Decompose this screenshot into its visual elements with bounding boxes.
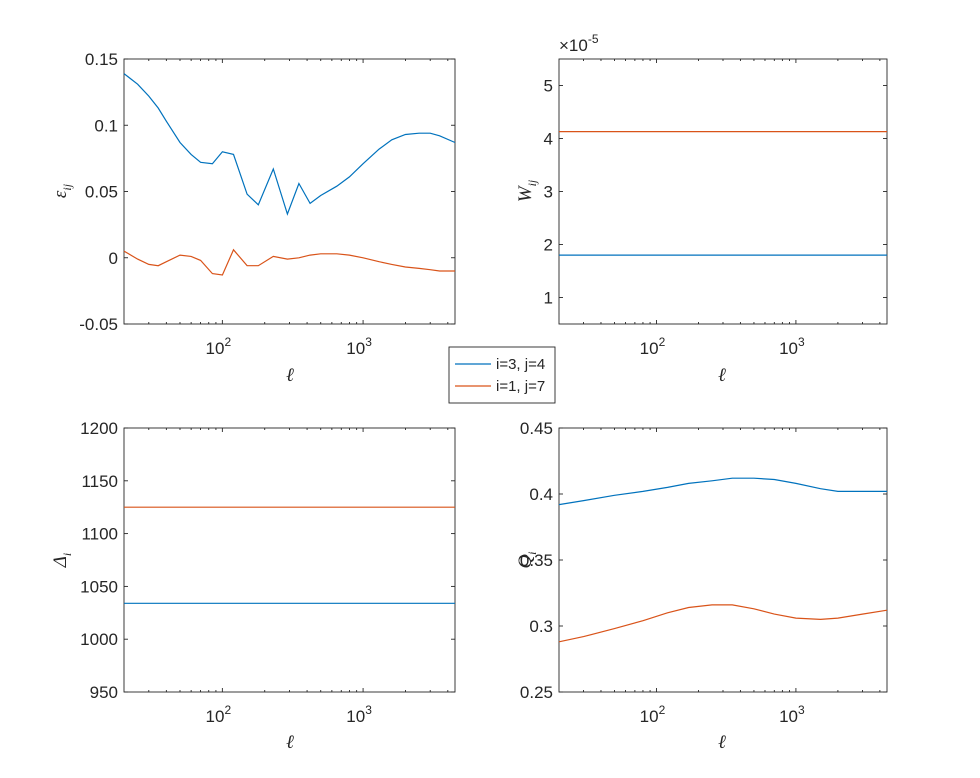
y-multiplier-W: ×10-5 [559, 32, 599, 55]
x-tick-label: 103 [346, 335, 372, 358]
series-line-1 [123, 73, 456, 216]
x-tick-label: 102 [206, 703, 232, 726]
y-tick-label: 2 [544, 236, 553, 255]
xlabel-Q: ℓ [718, 732, 726, 753]
y-tick-label: 5 [544, 77, 553, 96]
legend-label-series-2: i=1, j=7 [496, 378, 545, 395]
x-tick-label: 102 [206, 335, 232, 358]
axes-frame [558, 58, 888, 325]
y-tick-label: 0.45 [520, 419, 553, 438]
axes-frame [123, 427, 456, 693]
x-tick-label: 103 [779, 703, 805, 726]
series-line-2 [558, 604, 888, 643]
series-line-1 [558, 477, 887, 506]
panel-epsilon: -0.05 0 0.05 0.1 0.15 102 103 εij ℓ [50, 50, 456, 386]
y-tick-label: 0.15 [85, 50, 118, 69]
ylabel-Delta: Δi [50, 553, 74, 569]
y-tick-label: 3 [544, 183, 553, 202]
y-tick-label: 1150 [81, 472, 118, 491]
panel-W: 1 2 3 4 5 102 103 Wij ℓ ×10-5 [515, 32, 888, 386]
axes-frame [558, 427, 888, 693]
xlabel-W: ℓ [718, 365, 726, 386]
y-tick-label: 0.1 [94, 116, 118, 135]
x-tick-label: 103 [779, 335, 805, 358]
y-tick-label: 1100 [81, 525, 118, 544]
axes-frame [123, 58, 456, 325]
y-tick-label: 1 [544, 289, 553, 308]
plot-area-W: 1 2 3 4 5 102 103 [544, 58, 888, 358]
x-tick-label: 103 [346, 703, 372, 726]
plot-area-Delta: 950 1000 1050 1100 1150 1200 102 103 [80, 419, 456, 726]
y-tick-label: 0.3 [529, 617, 553, 636]
y-tick-label: 4 [544, 130, 553, 149]
legend-label-series-1: i=3, j=4 [496, 356, 545, 373]
plot-area-epsilon: -0.05 0 0.05 0.1 0.15 102 103 [79, 50, 456, 358]
y-tick-label: -0.05 [79, 315, 118, 334]
y-tick-label: 950 [90, 683, 118, 702]
legend: i=3, j=4 i=1, j=7 [448, 346, 556, 404]
y-tick-label: 1050 [80, 577, 118, 596]
y-tick-label: 1200 [80, 419, 118, 438]
y-tick-label: 0.35 [520, 551, 553, 570]
y-tick-label: 0.25 [520, 683, 553, 702]
ylabel-W: Wij [515, 179, 539, 202]
plot-area-Q: 0.25 0.3 0.35 0.4 0.45 102 103 [520, 419, 888, 726]
panel-Delta: 950 1000 1050 1100 1150 1200 102 103 Δi ℓ [50, 419, 456, 753]
x-tick-label: 102 [640, 703, 666, 726]
x-tick-label: 102 [640, 335, 666, 358]
ylabel-Q: Qi [515, 551, 539, 568]
series-line-2 [123, 248, 455, 276]
xlabel-Delta: ℓ [286, 732, 294, 753]
y-tick-label: 1000 [80, 630, 118, 649]
ylabel-epsilon: εij [50, 183, 74, 198]
xlabel-epsilon: ℓ [286, 365, 294, 386]
y-tick-label: 0.05 [85, 183, 118, 202]
y-tick-label: 0 [109, 249, 118, 268]
y-tick-label: 0.4 [529, 485, 553, 504]
panel-Q: 0.25 0.3 0.35 0.4 0.45 102 103 Qi ℓ [515, 419, 888, 753]
legend-box [448, 346, 556, 404]
